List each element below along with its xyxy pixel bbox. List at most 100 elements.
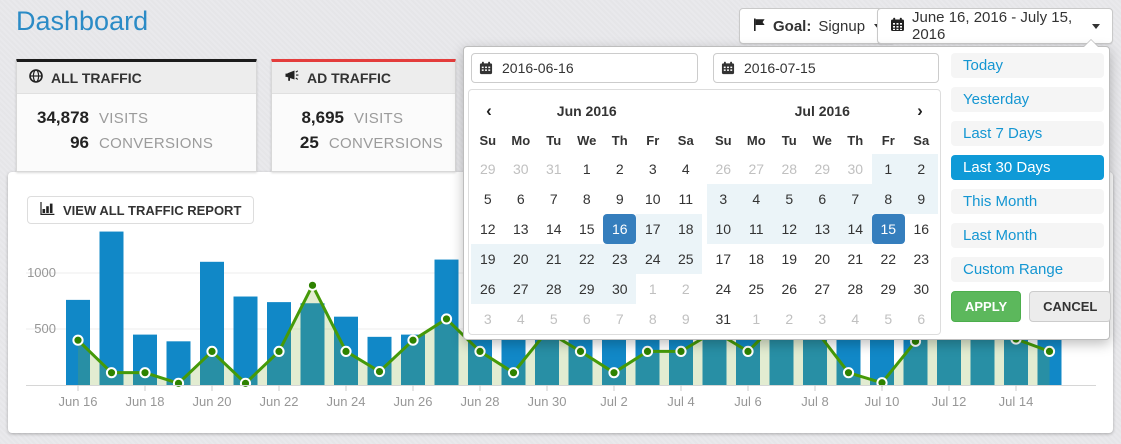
calendar-day-cell[interactable]: 22 — [880, 251, 897, 267]
calendar-day-cell[interactable]: 3 — [483, 311, 492, 327]
calendar-day-cell[interactable]: 30 — [913, 281, 930, 297]
calendar-day-cell[interactable]: 29 — [814, 161, 831, 177]
chart-point[interactable] — [742, 345, 754, 358]
chart-point[interactable] — [273, 345, 285, 358]
calendar-day-cell[interactable]: 26 — [471, 274, 505, 304]
calendar-day-cell[interactable]: 8 — [648, 311, 657, 327]
calendar-day-cell[interactable]: 6 — [917, 311, 926, 327]
chart-point[interactable] — [172, 377, 185, 389]
calendar-day-cell[interactable]: 28 — [781, 161, 798, 177]
calendar-day-cell[interactable]: 12 — [479, 221, 496, 237]
calendar-day-cell[interactable]: 8 — [582, 191, 591, 207]
calendar-day-cell[interactable]: 4 — [851, 311, 860, 327]
calendar-day-cell[interactable]: 1 — [871, 154, 905, 184]
chart-point[interactable] — [641, 345, 654, 358]
calendar-day-cell[interactable]: 7 — [838, 184, 872, 214]
calendar-day-cell[interactable]: 30 — [603, 274, 637, 304]
chart-point[interactable] — [72, 334, 84, 346]
calendar-day-cell[interactable]: 29 — [880, 281, 897, 297]
calendar-day-cell[interactable]: 11 — [739, 214, 773, 244]
calendar-day-cell[interactable]: 13 — [805, 214, 839, 244]
calendar-day-cell[interactable]: 1 — [648, 281, 657, 297]
calendar-day-cell[interactable]: 21 — [847, 251, 864, 267]
calendar-day-cell[interactable]: 4 — [681, 161, 690, 177]
calendar-day-cell[interactable]: 6 — [582, 311, 591, 327]
chart-point[interactable] — [373, 365, 386, 378]
chart-point[interactable] — [675, 345, 687, 358]
calendar-day-cell[interactable]: 22 — [570, 244, 604, 274]
chart-bar[interactable] — [267, 302, 291, 385]
range-option-custom-range[interactable]: Custom Range — [951, 257, 1104, 282]
calendar-day-cell[interactable]: 14 — [545, 221, 562, 237]
calendar-day-cell[interactable]: 7 — [615, 311, 624, 327]
range-option-last-month[interactable]: Last Month — [951, 223, 1104, 248]
calendar-day-cell[interactable]: 23 — [603, 244, 637, 274]
calendar-day-cell[interactable]: 19 — [781, 251, 798, 267]
apply-button[interactable]: APPLY — [951, 291, 1022, 322]
calendar-day-cell[interactable]: 3 — [818, 311, 827, 327]
calendar-day-cell[interactable]: 2 — [681, 281, 690, 297]
chart-point[interactable] — [407, 334, 419, 346]
calendar-day-cell[interactable]: 27 — [814, 281, 831, 297]
calendar-day-cell[interactable]: 21 — [537, 244, 571, 274]
range-option-last-7-days[interactable]: Last 7 Days — [951, 121, 1104, 146]
calendar-day-cell[interactable]: 6 — [516, 191, 525, 207]
range-option-this-month[interactable]: This Month — [951, 189, 1104, 214]
calendar-day-cell[interactable]: 28 — [537, 274, 571, 304]
end-date-input[interactable] — [713, 53, 939, 83]
chart-point[interactable] — [139, 367, 151, 379]
calendar-day-cell[interactable]: 30 — [512, 161, 529, 177]
calendar-day-cell[interactable]: 14 — [838, 214, 872, 244]
date-range-button[interactable]: June 16, 2016 - July 15, 2016 — [877, 8, 1113, 44]
calendar-day-cell[interactable]: 15 — [871, 214, 905, 244]
calendar-day-cell[interactable]: 11 — [678, 191, 694, 207]
calendar-day-cell[interactable]: 31 — [715, 311, 732, 327]
calendar-day-cell[interactable]: 29 — [479, 161, 496, 177]
chart-point[interactable] — [574, 345, 587, 358]
calendar-day-cell[interactable]: 24 — [715, 281, 732, 297]
calendar-day-cell[interactable]: 26 — [781, 281, 798, 297]
calendar-day-cell[interactable]: 8 — [871, 184, 905, 214]
calendar-day-cell[interactable]: 2 — [904, 154, 938, 184]
calendar-day-cell[interactable]: 4 — [516, 311, 525, 327]
range-option-today[interactable]: Today — [951, 53, 1104, 78]
chart-point[interactable] — [474, 345, 486, 358]
calendar-day-cell[interactable]: 31 — [545, 161, 562, 177]
calendar-day-cell[interactable]: 20 — [504, 244, 538, 274]
view-all-traffic-report-button[interactable]: VIEW ALL TRAFFIC REPORT — [27, 196, 255, 224]
cancel-button[interactable]: CANCEL — [1029, 291, 1112, 322]
calendar-day-cell[interactable]: 7 — [549, 191, 558, 207]
chart-point[interactable] — [507, 367, 520, 379]
calendar-day-cell[interactable]: 5 — [772, 184, 806, 214]
calendar-day-cell[interactable]: 19 — [471, 244, 505, 274]
goal-selector-button[interactable]: Goal: Signup — [739, 8, 896, 44]
calendar-day-cell[interactable]: 17 — [636, 214, 670, 244]
chart-point[interactable] — [306, 279, 319, 291]
previous-month-icon[interactable]: ‹ — [486, 101, 492, 120]
chart-bar[interactable] — [233, 296, 258, 385]
chart-point[interactable] — [105, 367, 118, 379]
calendar-day-cell[interactable]: 5 — [549, 311, 558, 327]
calendar-day-cell[interactable]: 23 — [913, 251, 930, 267]
calendar-day-cell[interactable]: 25 — [748, 281, 765, 297]
chart-point[interactable] — [239, 377, 252, 389]
calendar-day-cell[interactable]: 24 — [636, 244, 670, 274]
range-option-yesterday[interactable]: Yesterday — [951, 87, 1104, 112]
calendar-day-cell[interactable]: 6 — [805, 184, 839, 214]
chart-bar[interactable] — [200, 261, 224, 385]
calendar-day-cell[interactable]: 16 — [603, 214, 637, 244]
calendar-day-cell[interactable]: 2 — [785, 311, 794, 327]
calendar-day-cell[interactable]: 25 — [669, 244, 703, 274]
calendar-day-cell[interactable]: 15 — [578, 221, 595, 237]
calendar-day-cell[interactable]: 20 — [814, 251, 831, 267]
calendar-day-cell[interactable]: 3 — [648, 161, 657, 177]
calendar-day-cell[interactable]: 27 — [504, 274, 538, 304]
chart-point[interactable] — [340, 345, 352, 358]
calendar-day-cell[interactable]: 28 — [847, 281, 864, 297]
calendar-day-cell[interactable]: 13 — [512, 221, 529, 237]
chart-point[interactable] — [206, 345, 218, 358]
calendar-day-cell[interactable]: 9 — [681, 311, 690, 327]
calendar-day-cell[interactable]: 10 — [706, 214, 740, 244]
chart-bar[interactable] — [300, 303, 325, 385]
calendar-day-cell[interactable]: 29 — [570, 274, 604, 304]
